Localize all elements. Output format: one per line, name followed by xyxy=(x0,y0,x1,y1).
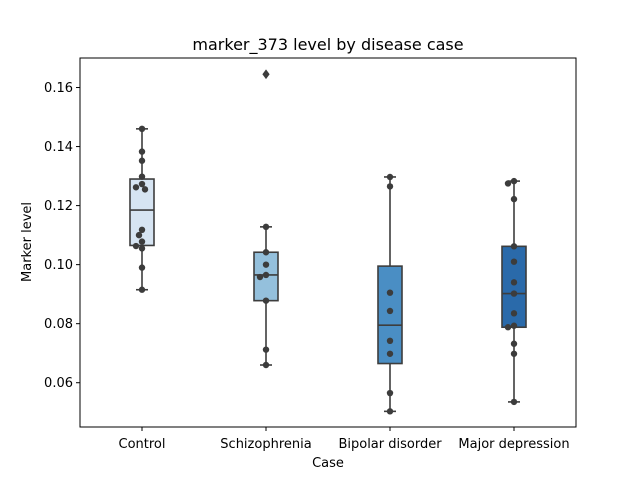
data-point xyxy=(504,324,512,331)
data-point xyxy=(386,307,394,315)
data-point xyxy=(386,289,394,296)
data-point xyxy=(510,350,518,357)
y-tick-label: 0.06 xyxy=(44,376,73,391)
data-point xyxy=(262,361,270,369)
data-point xyxy=(510,322,518,329)
data-point xyxy=(138,226,146,234)
data-point xyxy=(138,238,146,245)
data-point xyxy=(510,340,518,347)
data-point xyxy=(510,290,518,297)
data-point xyxy=(138,173,146,180)
x-tick-label: Schizophrenia xyxy=(220,437,311,452)
data-point xyxy=(138,245,146,252)
data-point xyxy=(386,183,394,190)
data-point xyxy=(386,173,394,181)
data-point xyxy=(510,398,518,406)
data-point xyxy=(132,184,140,191)
data-point xyxy=(510,258,518,265)
y-tick-label: 0.16 xyxy=(44,81,73,96)
data-point xyxy=(138,125,146,133)
y-tick-label: 0.12 xyxy=(44,199,73,214)
data-point xyxy=(138,180,146,188)
data-point xyxy=(138,157,146,164)
x-axis-label: Case xyxy=(312,456,344,471)
data-point xyxy=(510,279,518,286)
data-point xyxy=(510,177,518,185)
data-point xyxy=(138,264,146,271)
data-point xyxy=(386,389,394,397)
x-tick-label: Major depression xyxy=(458,437,569,452)
data-point xyxy=(262,249,270,256)
data-point xyxy=(386,350,394,357)
data-point xyxy=(510,310,518,317)
y-tick-label: 0.08 xyxy=(44,317,73,332)
data-point xyxy=(504,180,512,187)
data-point xyxy=(386,408,394,415)
axes-frame xyxy=(79,57,577,428)
data-point xyxy=(262,297,270,304)
box-2 xyxy=(377,265,403,365)
data-point xyxy=(262,271,270,279)
data-point xyxy=(138,286,146,293)
y-axis-label: Marker level xyxy=(20,202,35,282)
data-point xyxy=(386,337,394,345)
data-point xyxy=(262,346,270,353)
data-point xyxy=(132,242,140,250)
data-point xyxy=(138,148,146,155)
plot-area: 0.06 0.08 0.10 0.12 0.14 0.16 Control Schizophr… xyxy=(44,57,577,452)
x-tick-label: Bipolar disorder xyxy=(338,437,442,452)
data-point xyxy=(262,261,270,268)
x-tick-label: Control xyxy=(119,437,166,452)
chart-title: marker_373 level by disease case xyxy=(192,35,463,55)
data-point xyxy=(256,273,264,281)
data-point xyxy=(141,186,149,193)
data-point xyxy=(510,195,518,203)
data-point xyxy=(262,223,270,231)
y-tick-label: 0.10 xyxy=(44,258,73,273)
data-point xyxy=(135,231,143,239)
outlier-point xyxy=(262,69,270,80)
y-tick-label: 0.14 xyxy=(44,140,73,155)
data-point xyxy=(510,243,518,250)
